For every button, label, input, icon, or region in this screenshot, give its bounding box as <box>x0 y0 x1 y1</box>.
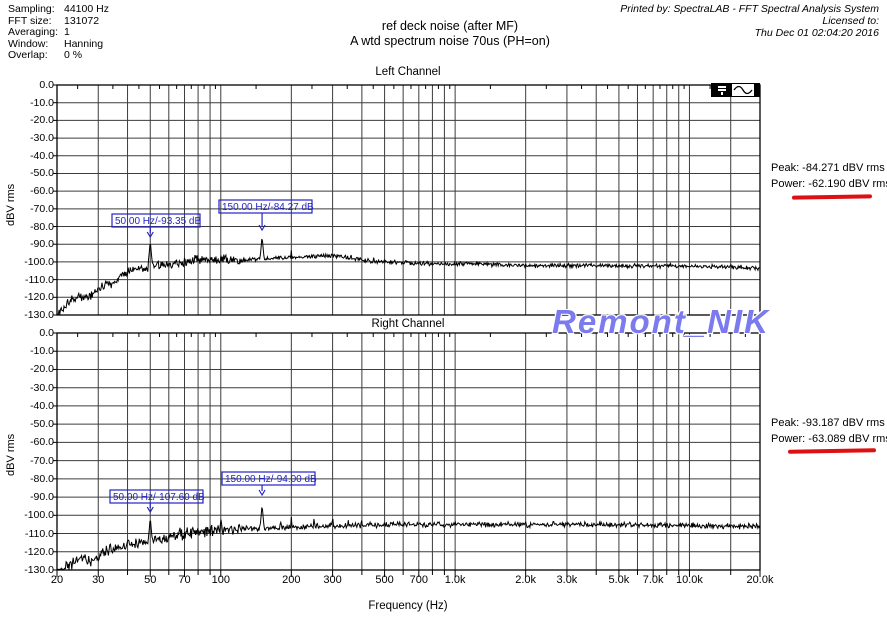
y-tick-label: 0.0 <box>39 327 54 339</box>
watermark: Remont_NIK <box>552 303 771 340</box>
y-tick-label: -50.0 <box>30 418 54 431</box>
marker-arrow-head <box>146 231 154 239</box>
x-tick-label: 3.0k <box>556 574 578 586</box>
y-tick-label: -110.0 <box>25 273 54 286</box>
marker-annotation-box[interactable] <box>111 213 201 228</box>
plot-toolbar[interactable] <box>711 83 760 97</box>
parameter-row: Window: Hanning <box>8 37 109 51</box>
printed-by-block: Printed by: SpectraLAB - FFT Spectral An… <box>559 3 879 39</box>
printed-date: Thu Dec 01 02:04:20 2016 <box>754 27 879 39</box>
parameter-row: Overlap: 0 % <box>8 49 109 62</box>
marker-annotation-box[interactable] <box>221 471 316 486</box>
spectrum-trace <box>57 507 761 571</box>
x-tick-label: 300 <box>323 574 342 586</box>
parameter-label: Overlap: <box>8 49 48 61</box>
y-tick-label: -110.0 <box>25 527 54 540</box>
left-channel-stats: Peak: -84.271 dBV rms Power: -62.190 dBV… <box>771 160 887 192</box>
y-tick-label: -30.0 <box>30 381 54 394</box>
x-tick-label: 7.0k <box>642 574 664 586</box>
y-tick-label: -10.0 <box>30 96 54 109</box>
x-axis-label: Frequency (Hz) <box>368 600 448 612</box>
y-tick-label: -80.0 <box>30 472 54 485</box>
parameter-label: Averaging: <box>8 26 59 38</box>
parameter-row: Averaging: 1 <box>8 26 109 39</box>
y-tick-label: -120.0 <box>24 291 54 304</box>
marker-annotation-box[interactable] <box>109 489 204 504</box>
right-peak-value: Peak: -93.187 dBV rms <box>771 417 885 429</box>
plot-border <box>56 332 761 571</box>
marker-annotation-text[interactable]: 50.00 Hz/-93.35 dB <box>115 216 201 227</box>
marker-arrow-head <box>258 489 266 497</box>
x-tick-label: 1.0k <box>444 574 466 586</box>
x-tick-label: 500 <box>375 574 394 586</box>
left-power-value: Power: -62.190 dBV rms <box>771 178 887 190</box>
x-tick-label: 70 <box>178 574 191 586</box>
y-tick-label: -70.0 <box>30 454 54 467</box>
marker-annotation-box[interactable] <box>218 199 313 214</box>
right-power-value: Power: -63.089 dBV rms <box>771 433 887 445</box>
y-tick-label: -130.0 <box>24 564 54 576</box>
y-tick-label: -20.0 <box>30 363 54 376</box>
marker-annotation-text[interactable]: 150.00 Hz/-84.27 dB <box>222 202 314 213</box>
waveform-icon[interactable] <box>732 84 755 96</box>
y-tick-label: 0.0 <box>39 79 54 91</box>
y-tick-label: -10.0 <box>30 345 54 358</box>
y-tick-label: -50.0 <box>30 167 54 180</box>
report-title-block: ref deck noise (after MF) A wtd spectrum… <box>250 19 650 49</box>
printed-by: Printed by: SpectraLAB - FFT Spectral An… <box>620 3 879 15</box>
report-title-line1: ref deck noise (after MF) <box>381 19 519 33</box>
y-tick-label: -70.0 <box>30 202 54 215</box>
y-tick-label: -30.0 <box>30 132 54 145</box>
parameter-label: Sampling: <box>8 3 55 15</box>
parameter-value: 0 % <box>64 49 83 61</box>
spectrum-trace <box>57 238 761 315</box>
parameter-row: FFT size: 131072 <box>8 14 109 28</box>
left-channel-title: Left Channel <box>375 66 441 78</box>
parameter-value: 1 <box>64 26 70 38</box>
marker-annotation-text[interactable]: 50.00 Hz/-107.60 dB <box>113 492 205 503</box>
y-tick-label: -90.0 <box>30 238 54 251</box>
x-tick-label: 700 <box>409 574 428 586</box>
x-tick-label: 20.0k <box>746 574 774 586</box>
y-tick-label: -100.0 <box>24 255 54 268</box>
y-tick-label: -60.0 <box>30 185 54 198</box>
marker-annotation-text[interactable]: 150.00 Hz/-94.00 dB <box>225 474 317 485</box>
plot-border <box>56 84 761 316</box>
y-tick-label: -60.0 <box>30 436 54 449</box>
y-tick-label: -40.0 <box>30 149 54 162</box>
y-tick-label: -80.0 <box>30 220 54 233</box>
y-tick-label: -20.0 <box>30 114 54 127</box>
x-tick-label: 5.0k <box>608 574 630 586</box>
y-tick-label: -90.0 <box>30 491 54 504</box>
right-channel-stats: Peak: -93.187 dBV rms Power: -63.089 dBV… <box>771 415 887 447</box>
x-tick-label: 30 <box>92 574 105 586</box>
y-tick-label: -100.0 <box>24 509 54 522</box>
x-tick-label: 200 <box>282 574 301 586</box>
x-tick-label: 10.0k <box>675 574 703 586</box>
x-tick-label: 50 <box>144 574 157 586</box>
licensed-to: Licensed to: <box>822 15 879 27</box>
parameter-value: 44100 Hz <box>64 3 109 15</box>
parameter-row: Sampling: 44100 Hz <box>8 3 109 16</box>
x-tick-label: 100 <box>211 574 230 586</box>
y-tick-label: -40.0 <box>30 399 54 412</box>
parameter-label: Window: <box>8 37 49 50</box>
fader-icon[interactable] <box>717 85 727 95</box>
parameter-label: FFT size: <box>8 14 52 27</box>
y-tick-label: -120.0 <box>24 545 54 558</box>
y-tick-label: -130.0 <box>24 309 54 321</box>
parameter-value: Hanning <box>64 37 104 50</box>
parameter-value: 131072 <box>64 14 100 27</box>
x-tick-label: 20 <box>50 574 64 586</box>
marker-arrow-head <box>258 224 266 232</box>
right-channel-title: Right Channel <box>371 318 445 330</box>
x-tick-label: 2.0k <box>515 574 537 586</box>
left-peak-value: Peak: -84.271 dBV rms <box>771 162 885 174</box>
report-title-line2: A wtd spectrum noise 70us (PH=on) <box>350 34 550 48</box>
marker-arrow-head <box>146 506 154 514</box>
analysis-parameters: Sampling: 44100 Hz FFT size: 131072 Averagin… <box>8 3 109 62</box>
